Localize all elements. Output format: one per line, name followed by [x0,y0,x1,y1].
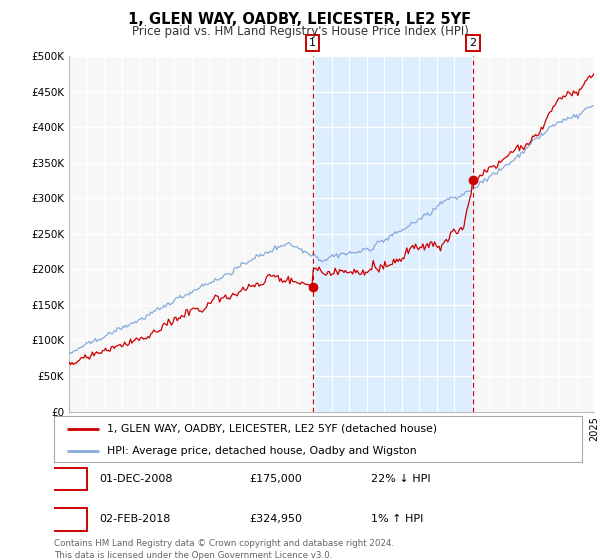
Text: Price paid vs. HM Land Registry's House Price Index (HPI): Price paid vs. HM Land Registry's House … [131,25,469,38]
Text: £324,950: £324,950 [250,515,302,524]
Text: 1: 1 [309,38,316,48]
Text: 1% ↑ HPI: 1% ↑ HPI [371,515,423,524]
FancyBboxPatch shape [49,468,87,490]
Text: HPI: Average price, detached house, Oadby and Wigston: HPI: Average price, detached house, Oadb… [107,446,416,455]
Text: 1, GLEN WAY, OADBY, LEICESTER, LE2 5YF (detached house): 1, GLEN WAY, OADBY, LEICESTER, LE2 5YF (… [107,424,437,434]
FancyBboxPatch shape [49,508,87,531]
Text: 1: 1 [64,472,71,486]
Text: £175,000: £175,000 [250,474,302,484]
Text: 22% ↓ HPI: 22% ↓ HPI [371,474,430,484]
Text: 2: 2 [64,513,71,526]
Text: 1, GLEN WAY, OADBY, LEICESTER, LE2 5YF: 1, GLEN WAY, OADBY, LEICESTER, LE2 5YF [128,12,472,27]
Text: 01-DEC-2008: 01-DEC-2008 [99,474,172,484]
Bar [313,56,473,412]
Text: Contains HM Land Registry data © Crown copyright and database right 2024.
This d: Contains HM Land Registry data © Crown c… [54,539,394,560]
Text: 02-FEB-2018: 02-FEB-2018 [99,515,170,524]
Text: 2: 2 [470,38,476,48]
